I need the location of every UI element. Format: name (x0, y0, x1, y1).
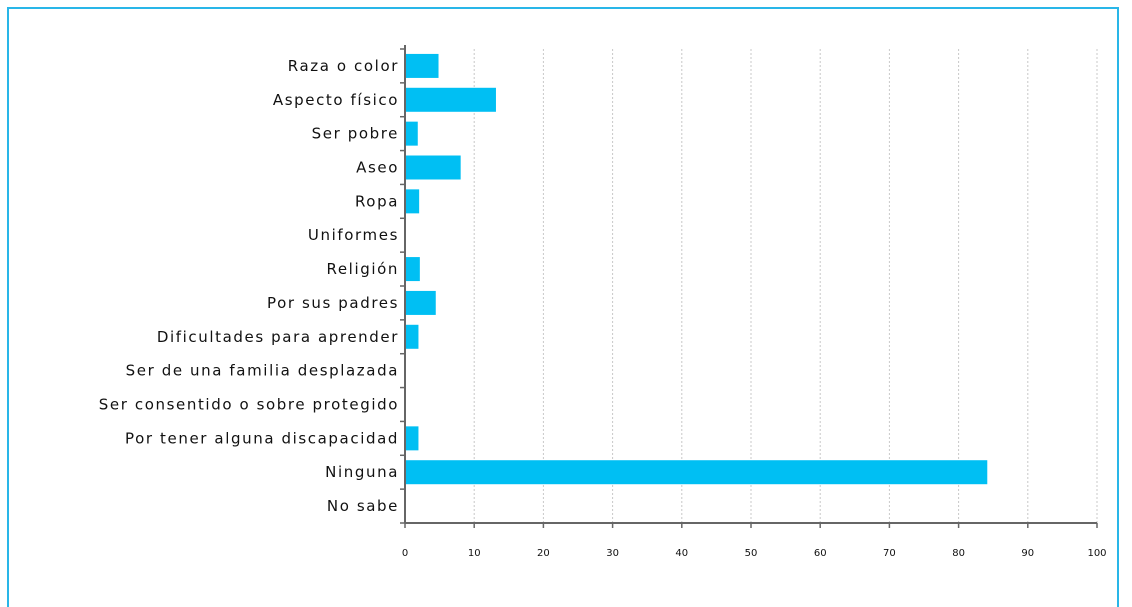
category-label: Por sus padres (267, 294, 399, 312)
bar (406, 257, 420, 282)
category-label: Ser consentido o sobre protegido (99, 396, 399, 414)
category-label: Aseo (356, 159, 399, 177)
bar (406, 121, 418, 146)
category-label: Dificultades para aprender (157, 328, 399, 346)
chart-frame (7, 7, 1119, 607)
x-tick-labels: 0 10 20 30 40 50 60 70 80 90 100 (402, 548, 1107, 559)
category-label: Ropa (355, 192, 399, 210)
category-label: Uniformes (308, 226, 399, 244)
x-tick-label: 70 (883, 548, 896, 559)
x-tick-label: 90 (1021, 548, 1034, 559)
category-labels: Raza o color Aspecto físico Ser pobre Aseo R… (99, 57, 400, 515)
category-label: Religión (327, 260, 400, 278)
x-tick-label: 10 (468, 548, 481, 559)
category-label: Por tener alguna discapacidad (125, 429, 399, 447)
category-label: Raza o color (288, 57, 399, 75)
category-label: Ser pobre (312, 125, 399, 143)
bar (406, 426, 419, 451)
x-tick-label: 60 (814, 548, 827, 559)
category-label: Ser de una familia desplazada (126, 362, 399, 380)
x-tick-label: 40 (675, 548, 688, 559)
bar (406, 290, 436, 315)
bar (406, 155, 461, 180)
bars (406, 53, 988, 485)
bar (406, 189, 420, 214)
x-tick-label: 20 (537, 548, 550, 559)
bar (406, 324, 419, 349)
x-tick-label: 0 (402, 548, 408, 559)
bar (406, 87, 496, 112)
category-label: No sabe (327, 497, 399, 515)
x-tick-label: 80 (952, 548, 965, 559)
x-tick-label: 30 (606, 548, 619, 559)
bar (406, 460, 988, 485)
grid-lines (473, 49, 1098, 523)
bar (406, 53, 439, 78)
axes (400, 45, 1098, 528)
x-tick-label: 100 (1087, 548, 1106, 559)
category-label: Aspecto físico (273, 91, 399, 109)
category-label: Ninguna (325, 463, 399, 481)
x-tick-label: 50 (745, 548, 758, 559)
